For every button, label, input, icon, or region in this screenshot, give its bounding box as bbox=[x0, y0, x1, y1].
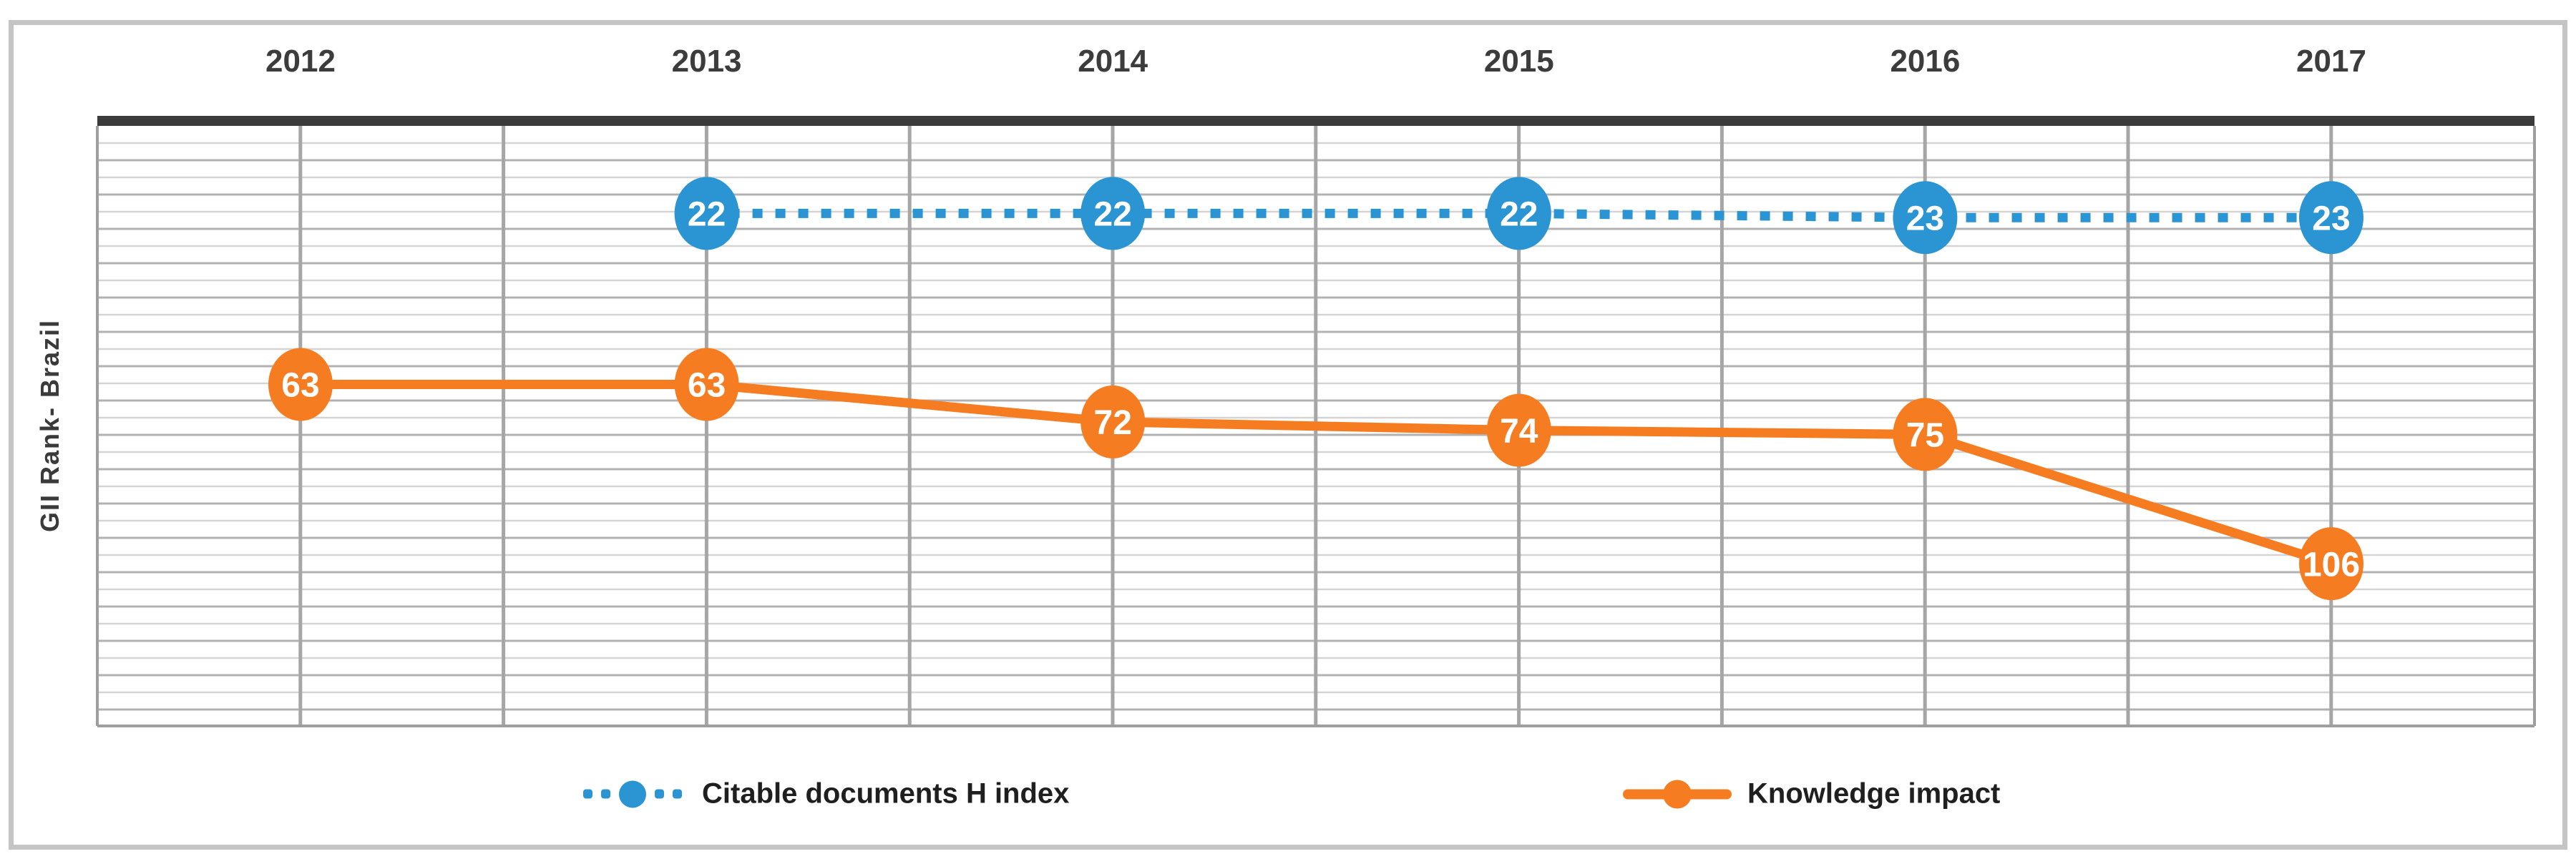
data-point-citable-documents-h-index-2014[interactable]: 22 bbox=[1080, 177, 1146, 250]
x-tick-2016: 2016 bbox=[1890, 44, 1960, 79]
series-line-citable-documents-h-index[interactable] bbox=[706, 208, 2331, 222]
series-line-knowledge-impact[interactable] bbox=[301, 379, 2333, 569]
dotted-line-legend-marker-icon bbox=[583, 780, 682, 807]
data-label: 22 bbox=[1094, 196, 1132, 234]
marker-citable-documents-h-index bbox=[1080, 177, 1146, 250]
legend-item-knowledge-impact[interactable]: Knowledge impact bbox=[1623, 778, 2000, 810]
data-point-knowledge-impact-2013[interactable]: 63 bbox=[674, 348, 739, 421]
x-axis-line bbox=[97, 116, 2534, 126]
marker-knowledge-impact bbox=[268, 348, 333, 421]
marker-knowledge-impact bbox=[1080, 385, 1146, 458]
solid-line-legend-marker-icon bbox=[1623, 780, 1732, 808]
data-point-knowledge-impact-2017[interactable]: 106 bbox=[2299, 527, 2363, 601]
marker-citable-documents-h-index bbox=[674, 177, 739, 250]
data-point-citable-documents-h-index-2013[interactable]: 22 bbox=[674, 177, 739, 250]
data-label: 75 bbox=[1906, 417, 1944, 455]
x-tick-2015: 2015 bbox=[1484, 44, 1554, 79]
x-tick-2014: 2014 bbox=[1078, 44, 1148, 79]
data-point-citable-documents-h-index-2017[interactable]: 23 bbox=[2299, 181, 2363, 255]
data-label: 23 bbox=[1906, 200, 1944, 238]
marker-knowledge-impact bbox=[1486, 393, 1551, 467]
marker-citable-documents-h-index bbox=[1486, 177, 1551, 250]
data-point-knowledge-impact-2015[interactable]: 74 bbox=[1486, 393, 1551, 467]
data-label: 74 bbox=[1500, 413, 1538, 451]
legend-label-citable-documents-h-index: Citable documents H index bbox=[702, 777, 1070, 810]
data-point-knowledge-impact-2016[interactable]: 75 bbox=[1893, 398, 1958, 471]
legend-label-knowledge-impact: Knowledge impact bbox=[1747, 777, 2001, 810]
data-point-citable-documents-h-index-2016[interactable]: 23 bbox=[1893, 181, 1958, 255]
data-label: 23 bbox=[2312, 200, 2350, 238]
marker-knowledge-impact bbox=[2299, 527, 2363, 601]
data-point-knowledge-impact-2014[interactable]: 72 bbox=[1080, 385, 1146, 458]
data-label: 63 bbox=[688, 367, 726, 405]
data-label: 106 bbox=[2303, 546, 2360, 584]
data-label: 22 bbox=[688, 196, 726, 234]
x-tick-2013: 2013 bbox=[672, 44, 742, 79]
marker-knowledge-impact bbox=[674, 348, 739, 421]
y-axis-title: GII Rank- Brazil bbox=[35, 318, 64, 533]
marker-citable-documents-h-index bbox=[1893, 181, 1958, 255]
data-label: 22 bbox=[1500, 196, 1538, 234]
data-label: 72 bbox=[1094, 404, 1132, 442]
marker-citable-documents-h-index bbox=[2299, 181, 2363, 255]
x-tick-2017: 2017 bbox=[2296, 44, 2366, 79]
legend-item-citable-documents-h-index[interactable]: Citable documents H index bbox=[583, 778, 1069, 810]
data-point-knowledge-impact-2012[interactable]: 63 bbox=[268, 348, 333, 421]
x-tick-2012: 2012 bbox=[265, 44, 336, 79]
data-label: 63 bbox=[281, 367, 319, 405]
data-point-citable-documents-h-index-2015[interactable]: 22 bbox=[1486, 177, 1551, 250]
marker-knowledge-impact bbox=[1893, 398, 1958, 471]
